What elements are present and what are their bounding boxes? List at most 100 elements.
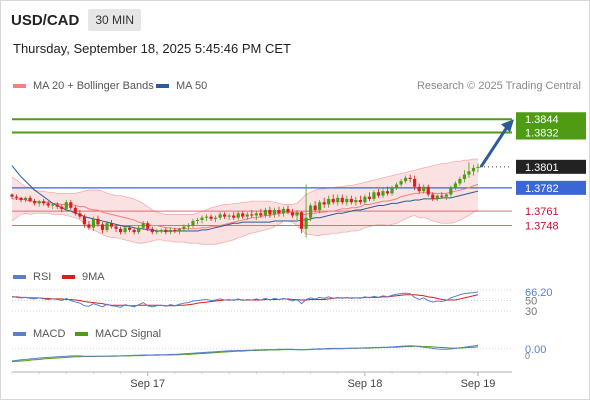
level-label-bg-0 [516, 112, 586, 127]
candle [250, 209, 254, 218]
level-label-bg-2 [516, 159, 586, 174]
candle [109, 219, 114, 229]
candle [46, 201, 50, 208]
timeframe-button[interactable]: 30 MIN [88, 9, 142, 31]
candle-body [177, 228, 181, 232]
candle-body [78, 213, 82, 217]
candle-body [236, 213, 240, 218]
candle-body [295, 212, 299, 216]
rsi-line [11, 291, 479, 308]
chart-header: USD/CAD 30 MIN [11, 9, 142, 31]
candle-body [209, 216, 213, 219]
candle [214, 215, 218, 223]
candle-body [327, 198, 331, 205]
candle-body [367, 196, 372, 199]
candle [100, 222, 105, 234]
candle [453, 181, 457, 191]
pair-title: USD/CAD [11, 11, 80, 29]
candle-body [73, 207, 77, 214]
candle-body [336, 197, 340, 203]
candle [435, 194, 439, 202]
bollinger-lower-line [11, 209, 479, 245]
candle [42, 198, 46, 206]
candle [218, 212, 222, 220]
candle-body [91, 218, 96, 228]
candle-body [354, 200, 358, 203]
candle-body [349, 198, 353, 203]
candle-body [168, 229, 172, 233]
candle [182, 224, 186, 232]
candle [64, 200, 68, 212]
x-tick-label: Sep 19 [461, 378, 496, 390]
level-label-5: 1.3748 [525, 220, 559, 232]
candle [309, 203, 313, 222]
candle-body [399, 181, 403, 185]
candle [204, 214, 209, 222]
projection-arrow-head [501, 119, 514, 133]
candle [209, 214, 213, 222]
candle-body [304, 217, 308, 229]
timestamp: Thursday, September 18, 2025 5:45:46 PM … [13, 41, 291, 56]
candle [10, 193, 14, 199]
level-label-2: 1.3801 [525, 162, 559, 174]
candle-body [313, 205, 317, 210]
candle [195, 217, 200, 225]
candle [467, 162, 471, 178]
candle-body [372, 192, 376, 199]
ma20-swatch [13, 84, 26, 88]
candle [268, 206, 272, 218]
candle [245, 212, 249, 220]
candle [367, 192, 372, 202]
candle [128, 225, 132, 233]
candle [23, 196, 28, 203]
candle [91, 216, 96, 232]
candle [146, 221, 150, 232]
candle [372, 190, 376, 202]
candle-body [128, 227, 132, 230]
candle-body [118, 228, 123, 233]
candle-body [164, 229, 168, 233]
candle-body [141, 223, 145, 228]
candle [259, 208, 263, 218]
x-tick-label: Sep 18 [347, 378, 382, 390]
candle [444, 193, 448, 201]
candle-body [137, 227, 141, 233]
level-label-bg-3 [516, 180, 586, 195]
candle [168, 227, 172, 235]
candle [254, 211, 258, 220]
candle-body [186, 225, 191, 227]
candle [318, 200, 322, 214]
candle [385, 186, 390, 196]
candle [295, 209, 299, 220]
candle-body [105, 223, 109, 230]
level-label-1: 1.3832 [525, 128, 559, 140]
candle [399, 179, 403, 187]
candle-body [28, 197, 32, 202]
credit-text: Research © 2025 Trading Central [416, 80, 581, 92]
candle-body [331, 198, 335, 203]
candle [177, 227, 181, 235]
candle [73, 205, 77, 216]
candle [19, 196, 23, 203]
candle-body [204, 216, 209, 218]
candle-body [272, 209, 276, 215]
legend-rsi-ma: 9MA [62, 271, 105, 283]
candle [173, 227, 177, 234]
candle-body [254, 213, 258, 216]
candle [263, 207, 267, 218]
candle-body [408, 177, 412, 179]
legend-rsi: RSI [13, 271, 51, 283]
candle [272, 207, 276, 218]
candle [51, 203, 55, 209]
candle-body [200, 217, 204, 220]
candle [191, 218, 195, 228]
candle-body [87, 224, 91, 228]
candle [299, 211, 304, 234]
candle-body [345, 198, 349, 203]
candle [14, 194, 19, 201]
candle [458, 176, 462, 186]
candle-body [114, 226, 118, 229]
candle-body [417, 186, 421, 192]
legend-ma20: MA 20 + Bollinger Bands [13, 80, 154, 92]
candle-body [363, 196, 367, 203]
